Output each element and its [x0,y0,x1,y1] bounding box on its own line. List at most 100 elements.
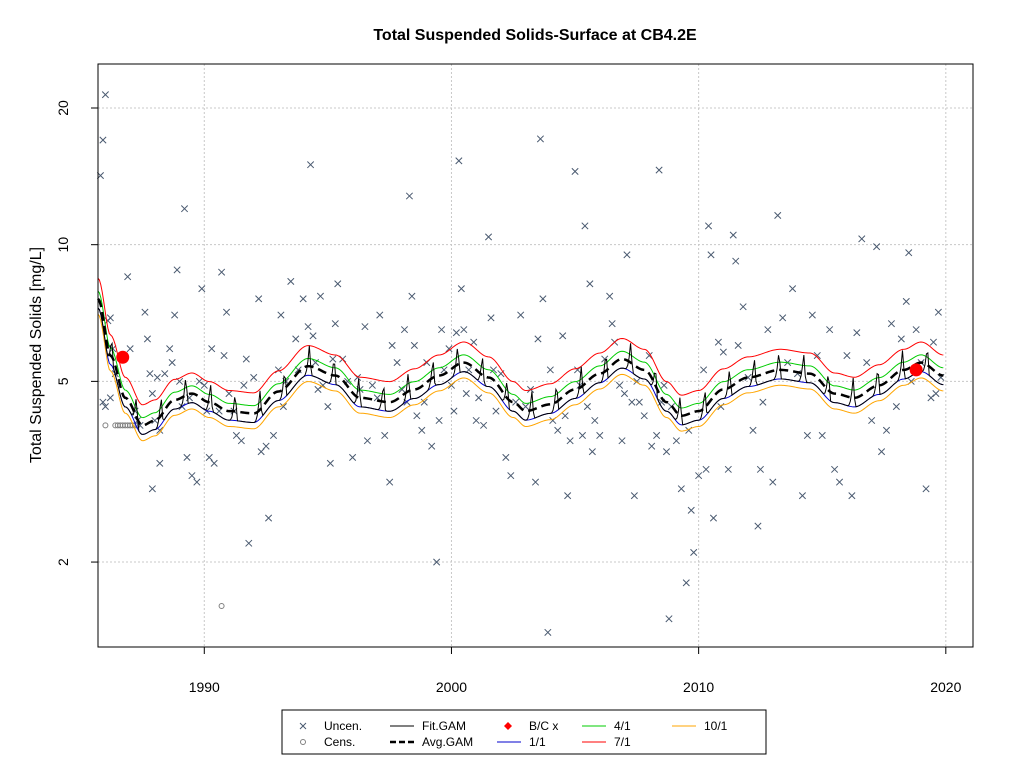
uncensored-point [166,345,174,353]
y-tick-label: 10 [55,237,71,253]
uncensored-point [314,385,322,393]
uncensored-point [168,359,176,367]
series-line-avg-gam [97,298,944,427]
uncensored-point [858,235,866,243]
uncensored-point [583,403,591,411]
uncensored-point [410,341,418,349]
uncensored-point [435,416,443,425]
x-tick-label: 2000 [436,679,467,695]
uncensored-point [561,412,569,420]
uncensored-point [606,292,614,300]
uncensored-point [531,478,540,486]
uncensored-point [690,548,698,556]
uncensored-point [386,478,394,486]
uncensored-point [835,478,844,486]
uncensored-point [222,308,231,316]
uncensored-point [897,335,905,343]
y-axis-label: Total Suspended Solids [mg/L] [28,247,45,463]
uncensored-point [873,243,881,251]
uncensored-point [269,431,278,440]
uncensored-point [853,329,861,337]
uncensored-point [250,373,258,382]
uncensored-point [408,292,416,300]
uncensored-point [171,311,179,319]
uncensored-point [220,351,228,360]
uncensored-point [934,308,942,316]
uncensored-point [695,472,703,480]
uncensored-point [287,277,295,285]
uncensored-point [153,373,161,382]
uncensored-point [808,311,816,319]
x-axis: 1990 2000 2010 2020 [189,646,962,695]
bc-point [909,363,923,377]
uncensored-point [848,492,856,500]
uncensored-point [398,385,406,393]
uncensored-point [148,485,156,493]
uncensored-point [596,431,604,440]
uncensored-point [376,311,384,319]
uncensored-point [445,345,453,353]
uncensored-point [779,314,787,322]
uncensored-point [420,398,428,406]
uncensored-point [882,426,891,434]
uncensored-point [173,266,181,274]
uncensored-point [460,326,468,334]
uncensored-point [700,366,708,374]
uncensored-point [877,448,886,456]
uncensored-point [818,431,826,440]
uncensored-point [566,437,574,445]
uncensored-point [381,431,389,440]
uncensored-point [932,390,940,398]
uncensored-point [363,437,371,445]
uncensored-point [749,426,757,434]
plot-frame [97,63,974,648]
legend-symbol-cens [300,739,306,745]
y-tick-label: 5 [55,377,71,385]
grid [98,64,973,647]
uncensored-point [304,323,312,331]
uncensored-point [729,231,737,239]
uncensored-point [546,366,554,374]
uncensored-point [180,205,189,213]
uncensored-point [195,377,203,385]
uncensored-point [734,341,742,349]
uncensored-point [316,292,325,300]
uncensored-point [218,268,226,276]
uncensored-point [470,338,478,346]
uncensored-point [912,326,920,334]
uncensored-point [183,453,191,461]
uncensored-point [245,539,253,547]
series-line-10-1 [97,313,944,442]
uncensored-point [628,398,636,406]
uncensored-point [640,412,648,420]
uncensored-point [457,285,465,293]
uncensored-point [902,297,910,305]
uncensored-point [635,398,643,406]
uncensored-point [744,373,752,382]
uncensored-point [507,472,515,480]
uncensored-point [704,222,713,230]
uncensored-point [534,335,542,343]
uncensored-point [400,326,409,334]
uncensored-point [517,311,525,319]
series-line-fit-gam [97,307,944,435]
uncensored-point [450,407,458,415]
uncensored-point [645,351,653,360]
uncensored-point [299,295,307,303]
uncensored-point [586,280,594,288]
uncensored-point [620,390,629,398]
uncensored-point [106,314,114,322]
uncensored-point [405,192,413,200]
uncensored-point [843,351,851,360]
uncensored-point [759,398,767,406]
uncensored-point [255,295,263,303]
uncensored-point [539,295,547,303]
uncensored-point [484,233,493,241]
uncensored-point [615,381,624,389]
legend-label: B/C x [529,719,558,733]
uncensored-point [502,453,510,461]
uncensored-point [648,442,656,450]
legend-label: Fit.GAM [422,719,466,733]
uncensored-point [739,303,747,311]
